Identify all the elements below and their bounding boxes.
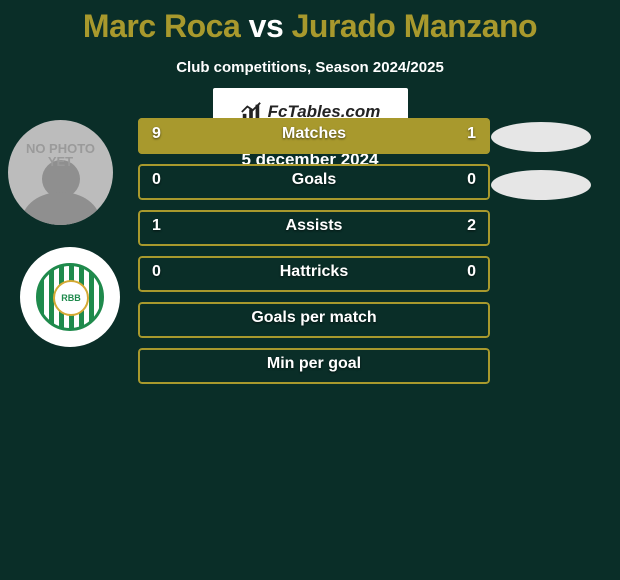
right-column xyxy=(487,122,602,218)
avatar-text-line2: YET xyxy=(26,155,95,168)
club-badge-center: RBB xyxy=(53,280,89,316)
title-player2: Jurado Manzano xyxy=(292,8,537,44)
title-player1: Marc Roca xyxy=(83,8,240,44)
player-avatar-placeholder: NO PHOTO YET xyxy=(8,120,113,225)
avatar-placeholder-text: NO PHOTO YET xyxy=(26,142,95,168)
stat-label: Goals xyxy=(138,171,490,189)
stat-row-matches: 91Matches xyxy=(138,118,490,154)
stat-label: Goals per match xyxy=(138,309,490,327)
stat-row-goals: 00Goals xyxy=(138,164,490,200)
stat-row-hattricks: 00Hattricks xyxy=(138,256,490,292)
stat-label: Matches xyxy=(138,125,490,143)
title-vs: vs xyxy=(249,8,284,44)
left-column: NO PHOTO YET RBB xyxy=(8,120,118,347)
stat-label: Hattricks xyxy=(138,263,490,281)
club-badge: RBB xyxy=(20,247,120,347)
club-badge-inner: RBB xyxy=(36,263,104,331)
stat-row-goals-per-match: Goals per match xyxy=(138,302,490,338)
opponent-marker-1 xyxy=(491,122,591,152)
subtitle: Club competitions, Season 2024/2025 xyxy=(0,59,620,76)
stat-row-min-per-goal: Min per goal xyxy=(138,348,490,384)
stat-label: Assists xyxy=(138,217,490,235)
page-title: Marc Roca vs Jurado Manzano xyxy=(0,0,620,45)
stat-row-assists: 12Assists xyxy=(138,210,490,246)
avatar-body-shape xyxy=(22,192,100,225)
opponent-marker-2 xyxy=(491,170,591,200)
stats-bars: 91Matches 00Goals 12Assists 00Hattricks Goal… xyxy=(138,118,490,394)
stat-label: Min per goal xyxy=(138,355,490,373)
